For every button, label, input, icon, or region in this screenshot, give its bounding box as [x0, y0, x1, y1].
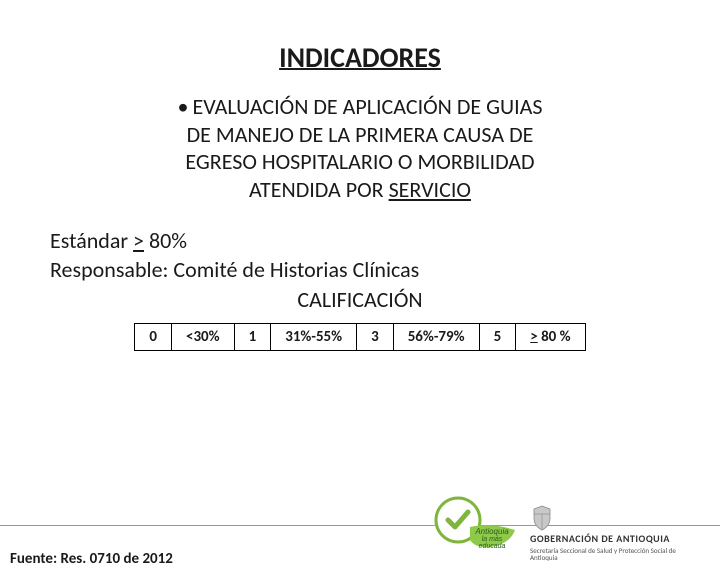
calificacion-label: CALIFICACIÓN: [50, 286, 670, 315]
score-cell: 56%-79%: [393, 323, 479, 350]
bullet-marker: •: [178, 93, 189, 121]
score-cell: 5: [479, 323, 516, 350]
score-cell: 1: [234, 323, 271, 350]
indicator-bullet: • EVALUACIÓN DE APLICACIÓN DE GUIAS DE M…: [100, 93, 620, 203]
score-cell: 31%-55%: [271, 323, 357, 350]
bullet-line-2: DE MANEJO DE LA PRIMERA CAUSA DE: [100, 121, 620, 149]
gobernacion-logo: GOBERNACIÓN DE ANTIOQUIA Secretaría Secc…: [530, 504, 700, 562]
score-table: 0<30%131%-55%356%-79%5> 80 %: [134, 323, 585, 351]
shield-icon: [530, 504, 554, 532]
gob-title: GOBERNACIÓN DE ANTIOQUIA: [530, 532, 700, 545]
estandar-line: Estándar > 80%: [50, 227, 670, 256]
bullet-line-4-underlined: SERVICIO: [389, 176, 471, 203]
estandar-gte: >: [133, 227, 144, 254]
meta-block: Estándar > 80% Responsable: Comité de Hi…: [50, 227, 670, 315]
score-cell: 3: [357, 323, 394, 350]
score-cell: <30%: [171, 323, 234, 350]
score-cell: 0: [135, 323, 172, 350]
responsable-line: Responsable: Comité de Historias Clínica…: [50, 256, 670, 285]
bullet-line-3: EGRESO HOSPITALARIO O MORBILIDAD: [100, 148, 620, 176]
bullet-line-4-pre: ATENDIDA POR: [249, 176, 389, 203]
bullet-line-1: EVALUACIÓN DE APLICACIÓN DE GUIAS: [192, 93, 542, 121]
score-row: 0<30%131%-55%356%-79%5> 80 %: [135, 323, 585, 350]
source-citation: Fuente: Res. 0710 de 2012: [10, 550, 173, 568]
score-cell: > 80 %: [516, 323, 585, 350]
estandar-label: Estándar: [50, 227, 133, 254]
svg-text:Antioquia: Antioquia: [474, 527, 509, 536]
estandar-value: 80%: [144, 227, 187, 254]
gob-subtitle: Secretaría Seccional de Salud y Protecci…: [530, 547, 700, 562]
page-title: INDICADORES: [0, 40, 720, 75]
antioquia-logo: Antioquia la más educada: [430, 492, 520, 562]
svg-text:educada: educada: [479, 543, 506, 550]
